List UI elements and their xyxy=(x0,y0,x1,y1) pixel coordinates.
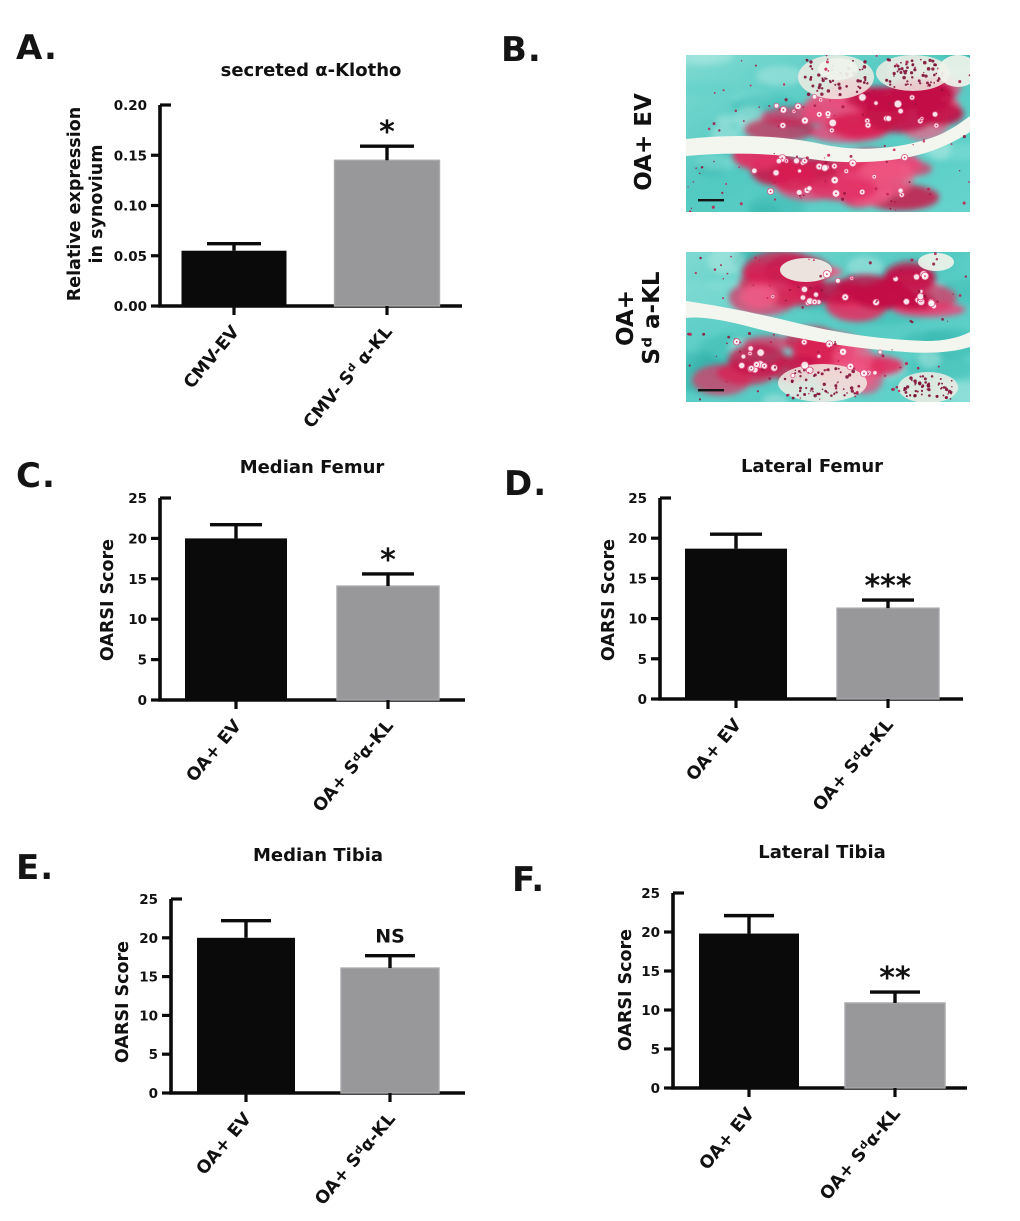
chart-c: 0 5 10 15 20 25 OA+ EV OA+ Sᵈα-KL * xyxy=(128,491,465,816)
svg-text:OA+ EV: OA+ EV xyxy=(683,715,746,785)
chart-a-ylabel: Relative expression in synovium xyxy=(65,106,107,302)
chart-c-ylabel: OARSI Score xyxy=(98,538,118,662)
chart-e: 0 5 10 15 20 25 OA+ EV OA+ Sᵈα-KL NS xyxy=(139,892,465,1209)
svg-text:0: 0 xyxy=(651,1081,660,1097)
chart-d-title: Lateral Femur xyxy=(740,456,884,477)
svg-text:10: 10 xyxy=(128,612,147,628)
chart-e-title: Median Tibia xyxy=(252,845,384,866)
panel-f-label: F. xyxy=(512,860,546,900)
svg-text:OA+ Sᵈα-KL: OA+ Sᵈα-KL xyxy=(309,716,397,816)
chart-e-ylabel: OARSI Score xyxy=(113,940,133,1064)
panel-e-label: E. xyxy=(16,848,55,888)
svg-text:CMV- Sᵈ α-KL: CMV- Sᵈ α-KL xyxy=(300,322,397,432)
svg-text:5: 5 xyxy=(638,652,647,668)
svg-text:20: 20 xyxy=(628,531,647,547)
histology-caption-oa-sd-a-kl: OA+ Sᵈ a-KL xyxy=(613,271,665,365)
panel-c-label: C. xyxy=(16,456,56,496)
svg-text:25: 25 xyxy=(128,491,147,507)
svg-text:NS: NS xyxy=(375,926,405,948)
svg-text:15: 15 xyxy=(641,964,660,980)
svg-text:0: 0 xyxy=(138,693,147,709)
svg-text:15: 15 xyxy=(628,571,647,587)
chart-f-ylabel: OARSI Score xyxy=(616,928,636,1052)
svg-text:20: 20 xyxy=(128,531,147,547)
svg-text:10: 10 xyxy=(628,612,647,628)
histology-image-oa-ev xyxy=(686,55,970,212)
chart-d-ylabel: OARSI Score xyxy=(599,538,619,662)
svg-text:25: 25 xyxy=(628,491,647,507)
svg-text:10: 10 xyxy=(139,1008,158,1024)
svg-text:OA+ EV: OA+ EV xyxy=(183,716,246,786)
histology-art-oa-ev xyxy=(686,55,970,212)
svg-text:0.20: 0.20 xyxy=(114,98,147,114)
svg-text:5: 5 xyxy=(138,653,147,669)
panel-a-label: A. xyxy=(16,28,58,68)
chart-f: 0 5 10 15 20 25 OA+ EV OA+ Sᵈα-KL ** xyxy=(641,886,967,1204)
chart-f-title: Lateral Tibia xyxy=(758,842,886,863)
chart-c-title: Median Femur xyxy=(239,457,385,478)
histology-image-oa-sd-a-kl xyxy=(686,252,970,402)
svg-text:10: 10 xyxy=(641,1003,660,1019)
svg-text:20: 20 xyxy=(641,925,660,941)
svg-text:5: 5 xyxy=(651,1042,660,1058)
svg-text:0.10: 0.10 xyxy=(114,199,147,215)
svg-text:OA+ Sᵈα-KL: OA+ Sᵈα-KL xyxy=(816,1104,904,1204)
svg-text:0: 0 xyxy=(149,1086,158,1102)
svg-text:OA+ EV: OA+ EV xyxy=(193,1109,256,1179)
svg-text:**: ** xyxy=(879,961,911,996)
svg-text:0.15: 0.15 xyxy=(114,148,147,164)
svg-text:25: 25 xyxy=(139,892,158,908)
svg-text:*: * xyxy=(380,543,396,578)
svg-text:5: 5 xyxy=(149,1047,158,1063)
panel-b-label: B. xyxy=(501,30,542,70)
svg-text:CMV-EV: CMV-EV xyxy=(180,322,244,393)
svg-text:0: 0 xyxy=(638,692,647,708)
svg-text:20: 20 xyxy=(139,931,158,947)
svg-text:15: 15 xyxy=(139,970,158,986)
histology-caption-oa-ev: OA+ EV xyxy=(631,93,657,191)
svg-text:25: 25 xyxy=(641,886,660,902)
svg-text:15: 15 xyxy=(128,572,147,588)
svg-text:OA+ Sᵈα-KL: OA+ Sᵈα-KL xyxy=(311,1109,399,1209)
svg-text:***: *** xyxy=(864,569,911,604)
svg-text:*: * xyxy=(379,115,395,150)
svg-text:0.00: 0.00 xyxy=(114,299,147,315)
svg-text:OA+ EV: OA+ EV xyxy=(696,1104,759,1174)
panel-d-label: D. xyxy=(504,464,548,504)
histology-art-oa-sd-a-kl xyxy=(686,252,970,402)
chart-a: 0.00 0.05 0.10 0.15 0.20 CMV-EV CMV- Sᵈ α-KL * xyxy=(114,98,462,432)
chart-a-title: secreted α-Klotho xyxy=(220,60,402,81)
svg-text:OA+ Sᵈα-KL: OA+ Sᵈα-KL xyxy=(809,715,897,815)
svg-text:0.05: 0.05 xyxy=(114,249,147,265)
chart-d: 0 5 10 15 20 25 OA+ EV OA+ Sᵈα-KL *** xyxy=(628,491,963,815)
